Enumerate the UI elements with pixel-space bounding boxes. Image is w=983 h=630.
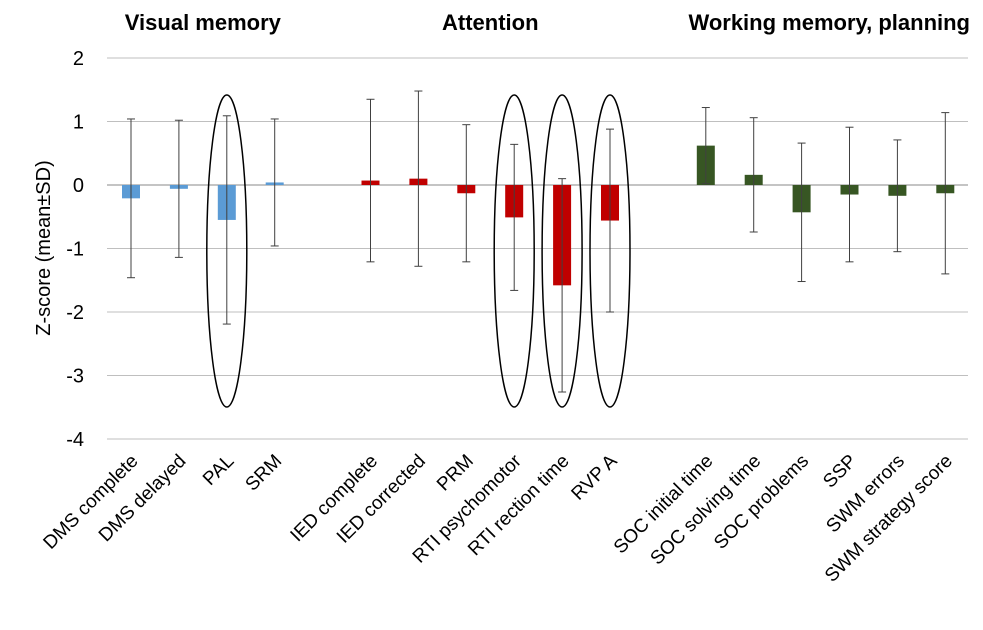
category-label: RVP A [568,450,622,504]
y-tick-label: -4 [66,429,84,451]
category-label: PRM [433,451,478,496]
error-bars [127,90,950,393]
y-tick-labels: 2 1 0 -1 -2 -3 -4 [66,48,84,451]
highlight-ellipse [541,94,583,408]
y-axis-label: Z-score (mean±SD) [33,160,55,335]
y-tick-label: 1 [73,112,84,134]
category-label: SSP [819,451,861,493]
highlight-ellipse [493,94,535,408]
group-title: Working memory, planning [688,10,970,35]
y-tick-label: 2 [73,48,84,70]
category-label: PAL [199,451,238,490]
category-label: SRM [242,451,287,496]
y-tick-label: 0 [73,175,84,197]
y-tick-label: -3 [66,366,84,388]
y-tick-label: -2 [66,302,84,324]
y-tick-label: -1 [66,239,84,261]
highlight-ellipses [206,94,631,408]
highlight-ellipse [206,94,248,408]
group-title: Visual memory [125,10,282,35]
highlight-ellipse [589,94,631,408]
group-titles: Visual memory Attention Working memory, pl… [125,10,970,35]
group-title: Attention [442,10,539,35]
grid-lines [107,57,968,440]
